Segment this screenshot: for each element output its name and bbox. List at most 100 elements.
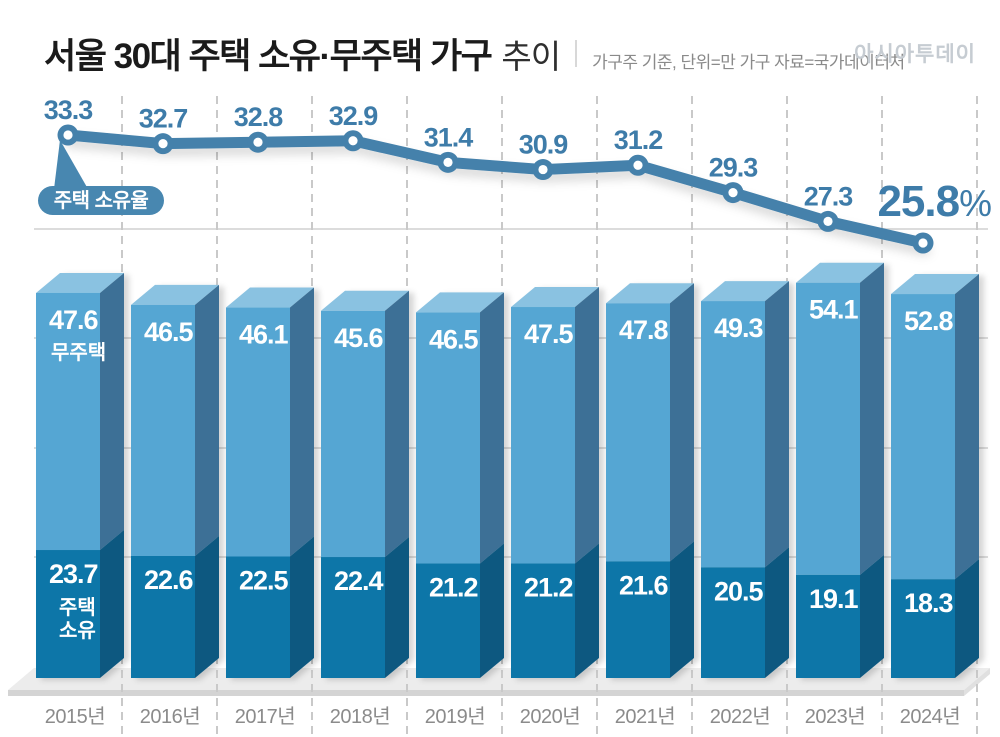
line-last-value-label: 25.8% <box>877 177 991 226</box>
bar-upper-top-face <box>36 272 124 293</box>
ownership-rate-line-series: 33.3 32.7 32.8 32.9 31.4 30.9 31.2 29.3 27.3 25.8… <box>44 95 992 254</box>
bar-upper-front-face <box>416 312 480 564</box>
chart-subtitle: 가구주 기준, 단위=만 가구 자료=국가데이터처 <box>592 53 905 72</box>
callout-label: 주택 소유율 <box>54 189 149 212</box>
x-axis-label-2016년: 2016년 <box>140 705 200 728</box>
line-value-label: 27.3 <box>804 181 854 211</box>
bar-lower-side-face <box>955 559 979 678</box>
page-title: 서울 30대 주택 소유·무주택 가구 <box>44 37 493 76</box>
bar-lower-value-label: 21.2 <box>429 573 478 603</box>
marker-inner <box>728 188 738 198</box>
callout-bubble <box>38 186 164 215</box>
marker-inner <box>918 238 928 248</box>
bar-upper-front-face <box>511 307 575 564</box>
data-point-marker-2018년 <box>342 130 364 152</box>
data-point-marker-2019년 <box>437 151 459 173</box>
bar-lower-series-label: 소유 <box>59 620 96 642</box>
line-series-callout: 주택 소유율 <box>38 140 164 215</box>
bar-lower-value-label: 22.5 <box>239 566 289 596</box>
data-point-marker-2023년 <box>817 210 839 232</box>
callout-tail <box>54 140 88 189</box>
line-value-label: 29.3 <box>709 153 759 183</box>
bar-lower-value-label: 22.6 <box>144 565 194 595</box>
x-axis-label-2020년: 2020년 <box>520 705 580 728</box>
bar-upper-top-face <box>416 292 504 313</box>
bar-lower-front-face <box>226 556 290 678</box>
bar-upper-side-face <box>765 281 789 568</box>
bar-upper-value-label: 46.5 <box>429 324 479 354</box>
bar-lower-front-face <box>796 574 860 678</box>
bar-lower-side-face <box>385 537 409 678</box>
data-point-marker-2022년 <box>722 182 744 204</box>
bar-upper-value-label: 49.3 <box>714 313 764 343</box>
bar-lower-value-label: 18.3 <box>904 588 954 618</box>
marker-inner <box>253 137 263 147</box>
header-divider <box>575 40 578 67</box>
line-value-label: 30.9 <box>519 130 569 160</box>
bar-lower-series-label: 주택 <box>59 596 96 619</box>
marker-inner <box>348 136 358 146</box>
bar-upper-front-face <box>606 303 670 562</box>
bar-upper-top-face <box>226 287 314 308</box>
data-point-marker-2020년 <box>532 159 554 181</box>
floor-front-edge <box>8 690 964 696</box>
bar-column-2024년: 52.8 18.3 <box>891 274 979 678</box>
bar-upper-front-face <box>36 292 100 551</box>
line-value-label: 31.2 <box>614 125 663 155</box>
marker-inner <box>633 160 643 170</box>
line-value-label: 33.3 <box>44 95 94 125</box>
data-point-marker-2024년 <box>912 232 934 254</box>
line-value-label: 32.7 <box>139 104 188 134</box>
publisher-logo: 아시아투데이 <box>854 43 976 66</box>
bar-lower-value-label: 19.1 <box>809 584 859 614</box>
x-axis-labels: 2015년 2016년 2017년 2018년 2019년 2020년 2021년 2022년… <box>45 705 961 728</box>
bar-upper-front-face <box>891 294 955 580</box>
line-value-label: 32.8 <box>234 102 284 132</box>
bar-column-2020년: 47.5 21.2 <box>511 287 599 678</box>
bar-upper-side-face <box>195 284 219 556</box>
bar-upper-value-label: 46.5 <box>144 317 194 347</box>
bar-column-2016년: 46.5 22.6 <box>131 284 219 678</box>
bar-upper-value-label: 47.6 <box>49 305 99 335</box>
bar-upper-front-face <box>701 301 765 568</box>
bar-lower-front-face <box>701 567 765 678</box>
x-axis-label-2017년: 2017년 <box>235 705 295 728</box>
marker-inner <box>63 130 73 140</box>
bar-lower-side-face <box>575 543 599 678</box>
bar-upper-side-face <box>860 262 884 575</box>
bar-lower-side-face <box>195 535 219 678</box>
bar-lower-front-face <box>36 550 100 678</box>
bar-upper-value-label: 46.1 <box>239 320 289 350</box>
x-axis-label-2019년: 2019년 <box>425 705 485 728</box>
x-axis-label-2015년: 2015년 <box>45 705 105 728</box>
bar-upper-top-face <box>511 287 599 308</box>
bar-lower-value-label: 21.6 <box>619 570 669 600</box>
bar-upper-top-face <box>131 284 219 305</box>
bar-lower-value-label: 22.4 <box>334 566 384 596</box>
data-point-marker-2021년 <box>627 154 649 176</box>
bar-lower-side-face <box>480 543 504 678</box>
bar-upper-top-face <box>321 290 409 311</box>
marker-inner <box>158 139 168 149</box>
bar-upper-side-face <box>955 274 979 580</box>
bar-upper-value-label: 54.1 <box>809 295 859 325</box>
bar-lower-front-face <box>606 561 670 678</box>
bar-upper-top-face <box>891 274 979 295</box>
bar-upper-value-label: 45.6 <box>334 323 384 353</box>
x-axis-label-2021년: 2021년 <box>615 705 675 728</box>
floor-right-edge <box>964 668 990 696</box>
marker-inner <box>823 216 833 226</box>
bar-upper-value-label: 47.5 <box>524 319 574 349</box>
bar-upper-series-label: 무주택 <box>51 341 106 364</box>
data-point-marker-2015년 <box>57 124 79 146</box>
bar-lower-side-face <box>290 536 314 678</box>
bar-upper-side-face <box>480 292 504 564</box>
x-axis-label-2022년: 2022년 <box>710 705 770 728</box>
ownership-rate-line <box>62 129 929 249</box>
bar-upper-front-face <box>226 307 290 557</box>
bar-lower-front-face <box>891 579 955 678</box>
bar-lower-front-face <box>416 563 480 678</box>
bar-lower-value-label: 23.7 <box>49 559 98 589</box>
